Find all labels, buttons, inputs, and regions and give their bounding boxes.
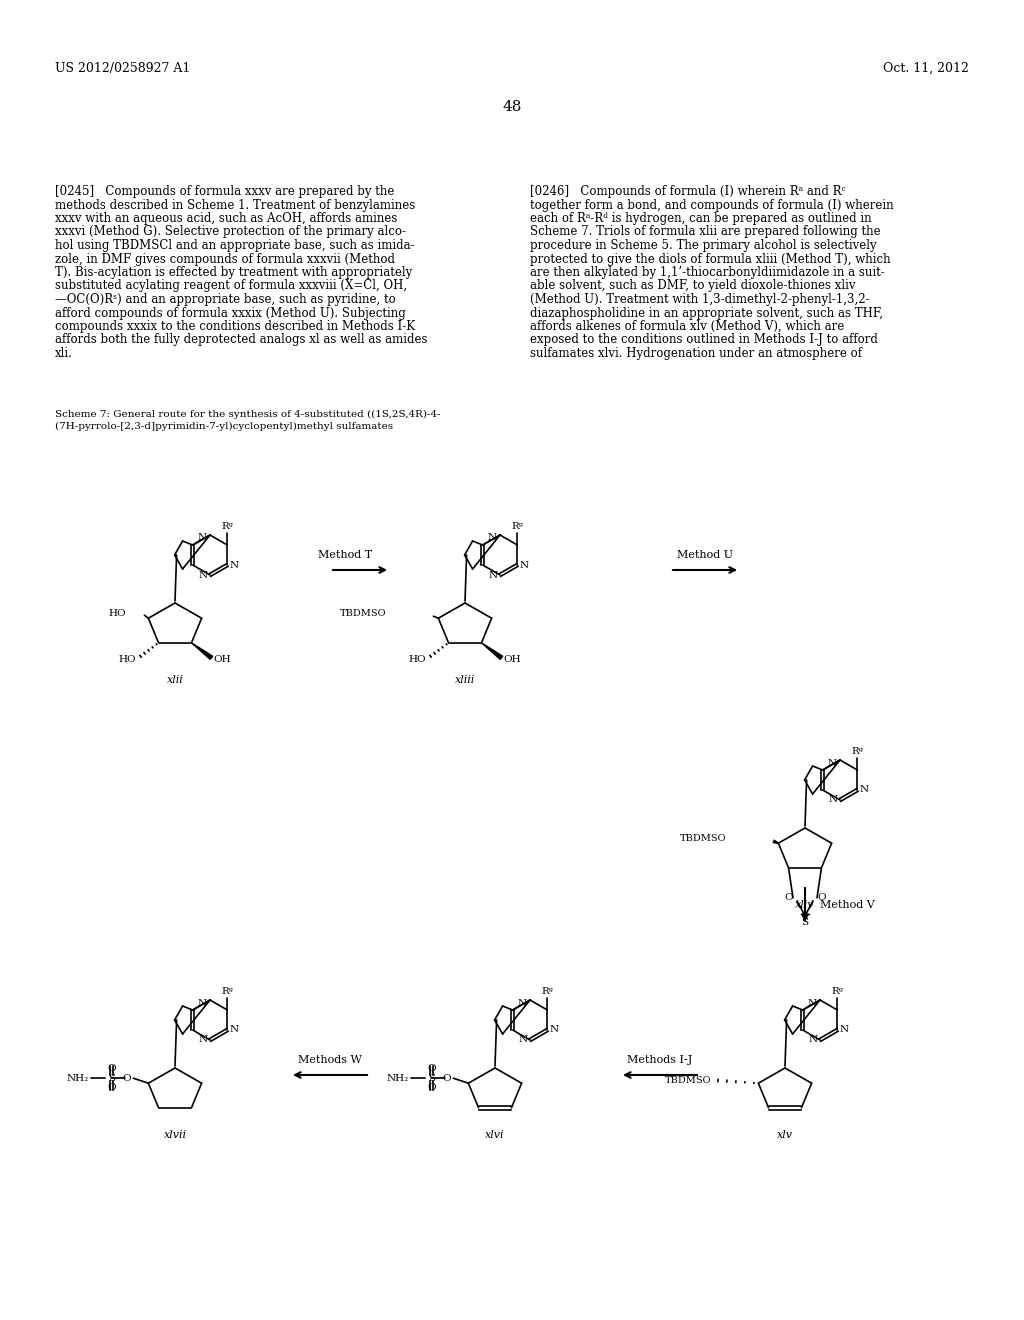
Text: xlii: xlii: [167, 675, 183, 685]
Text: xlvi: xlvi: [485, 1130, 505, 1140]
Text: O: O: [427, 1084, 435, 1092]
Text: OH: OH: [504, 655, 521, 664]
Polygon shape: [481, 643, 503, 660]
Text: N: N: [229, 561, 239, 569]
Text: xxxv with an aqueous acid, such as AcOH, affords amines: xxxv with an aqueous acid, such as AcOH,…: [55, 213, 397, 224]
Text: Scheme 7. Triols of formula xlii are prepared following the: Scheme 7. Triols of formula xlii are pre…: [530, 226, 881, 239]
Text: [0246]   Compounds of formula (I) wherein Rᵃ and Rᶜ: [0246] Compounds of formula (I) wherein …: [530, 185, 846, 198]
Text: procedure in Scheme 5. The primary alcohol is selectively: procedure in Scheme 5. The primary alcoh…: [530, 239, 877, 252]
Text: NH₂: NH₂: [67, 1073, 88, 1082]
Text: NH₂: NH₂: [386, 1073, 409, 1082]
Text: afford compounds of formula xxxix (Method U). Subjecting: afford compounds of formula xxxix (Metho…: [55, 306, 406, 319]
Text: N: N: [229, 1026, 239, 1035]
Text: O: O: [427, 1064, 435, 1073]
Text: N: N: [840, 1026, 849, 1035]
Text: Rᵍ: Rᵍ: [542, 987, 553, 997]
Text: substituted acylating reagent of formula xxxviii (X=Cl, OH,: substituted acylating reagent of formula…: [55, 280, 408, 293]
Text: Method U: Method U: [677, 550, 733, 560]
Text: HO: HO: [119, 655, 136, 664]
Text: S: S: [428, 1073, 435, 1082]
Text: each of Rᵃ-Rᵈ is hydrogen, can be prepared as outlined in: each of Rᵃ-Rᵈ is hydrogen, can be prepar…: [530, 213, 871, 224]
Text: N: N: [519, 561, 528, 569]
Text: N: N: [859, 785, 868, 795]
Text: O: O: [123, 1073, 131, 1082]
Text: xliii: xliii: [455, 675, 475, 685]
Text: together form a bond, and compounds of formula (I) wherein: together form a bond, and compounds of f…: [530, 198, 894, 211]
Text: Methods I-J: Methods I-J: [628, 1055, 692, 1065]
Text: methods described in Scheme 1. Treatment of benzylamines: methods described in Scheme 1. Treatment…: [55, 198, 416, 211]
Text: Method T: Method T: [317, 550, 372, 560]
Text: O: O: [817, 894, 825, 903]
Text: O: O: [108, 1084, 116, 1092]
Text: —OC(O)Rˢ) and an appropriate base, such as pyridine, to: —OC(O)Rˢ) and an appropriate base, such …: [55, 293, 395, 306]
Text: compounds xxxix to the conditions described in Methods I-K: compounds xxxix to the conditions descri…: [55, 319, 415, 333]
Text: OH: OH: [213, 655, 231, 664]
Text: TBDMSO: TBDMSO: [680, 834, 726, 842]
Text: diazaphospholidine in an appropriate solvent, such as THF,: diazaphospholidine in an appropriate sol…: [530, 306, 883, 319]
Text: N: N: [199, 1035, 208, 1044]
Text: N: N: [827, 759, 837, 767]
Text: Rᵍ: Rᵍ: [221, 987, 233, 997]
Text: N: N: [828, 796, 838, 804]
Text: N: N: [487, 533, 497, 543]
Text: hol using TBDMSCl and an appropriate base, such as imida-: hol using TBDMSCl and an appropriate bas…: [55, 239, 415, 252]
Text: protected to give the diols of formula xliii (Method T), which: protected to give the diols of formula x…: [530, 252, 891, 265]
Text: Method V: Method V: [820, 900, 874, 909]
Text: Rᵍ: Rᵍ: [221, 521, 233, 531]
Text: N: N: [198, 998, 207, 1007]
Text: TBDMSO: TBDMSO: [340, 609, 386, 618]
Text: N: N: [488, 570, 498, 579]
Text: O: O: [108, 1064, 116, 1073]
Text: xxxvi (Method G). Selective protection of the primary alco-: xxxvi (Method G). Selective protection o…: [55, 226, 406, 239]
Text: Rᵍ: Rᵍ: [831, 987, 844, 997]
Polygon shape: [191, 643, 213, 660]
Text: N: N: [549, 1026, 558, 1035]
Text: are then alkylated by 1,1’-thiocarbonyldiimidazole in a suit-: are then alkylated by 1,1’-thiocarbonyld…: [530, 267, 885, 279]
Text: xli.: xli.: [55, 347, 73, 360]
Text: (Method U). Treatment with 1,3-dimethyl-2-phenyl-1,3,2-: (Method U). Treatment with 1,3-dimethyl-…: [530, 293, 869, 306]
Text: N: N: [808, 998, 816, 1007]
Text: N: N: [517, 998, 526, 1007]
Text: affords both the fully deprotected analogs xl as well as amides: affords both the fully deprotected analo…: [55, 334, 427, 346]
Text: sulfamates xlvi. Hydrogenation under an atmosphere of: sulfamates xlvi. Hydrogenation under an …: [530, 347, 862, 360]
Text: Oct. 11, 2012: Oct. 11, 2012: [883, 62, 969, 75]
Text: [0245]   Compounds of formula xxxv are prepared by the: [0245] Compounds of formula xxxv are pre…: [55, 185, 394, 198]
Text: able solvent, such as DMF, to yield dioxole-thiones xliv: able solvent, such as DMF, to yield diox…: [530, 280, 855, 293]
Text: zole, in DMF gives compounds of formula xxxvii (Method: zole, in DMF gives compounds of formula …: [55, 252, 395, 265]
Text: T). Bis-acylation is effected by treatment with appropriately: T). Bis-acylation is effected by treatme…: [55, 267, 413, 279]
Text: xlv: xlv: [777, 1130, 793, 1140]
Text: HO: HO: [109, 609, 126, 618]
Text: Rᵍ: Rᵍ: [851, 747, 863, 756]
Text: exposed to the conditions outlined in Methods I-J to afford: exposed to the conditions outlined in Me…: [530, 334, 878, 346]
Text: O: O: [442, 1073, 452, 1082]
Text: S: S: [802, 917, 809, 927]
Text: HO: HO: [409, 655, 427, 664]
Text: xlvii: xlvii: [164, 1130, 186, 1140]
Text: N: N: [519, 1035, 528, 1044]
Text: Scheme 7: General route for the synthesis of 4-substituted ((1S,2S,4R)-4-: Scheme 7: General route for the synthesi…: [55, 411, 440, 420]
Text: Methods W: Methods W: [298, 1055, 361, 1065]
Text: (7H-pyrrolo-[2,3-d]pyrimidin-7-yl)cyclopentyl)methyl sulfamates: (7H-pyrrolo-[2,3-d]pyrimidin-7-yl)cyclop…: [55, 422, 393, 432]
Text: TBDMSO: TBDMSO: [665, 1076, 712, 1085]
Text: N: N: [199, 570, 208, 579]
Text: S: S: [108, 1073, 115, 1082]
Text: N: N: [809, 1035, 818, 1044]
Text: 48: 48: [503, 100, 521, 114]
Text: US 2012/0258927 A1: US 2012/0258927 A1: [55, 62, 190, 75]
Text: N: N: [198, 533, 207, 543]
Text: O: O: [784, 894, 793, 903]
Text: Rᵍ: Rᵍ: [511, 521, 523, 531]
Text: affords alkenes of formula xlv (Method V), which are: affords alkenes of formula xlv (Method V…: [530, 319, 844, 333]
Text: xliv: xliv: [796, 900, 815, 909]
